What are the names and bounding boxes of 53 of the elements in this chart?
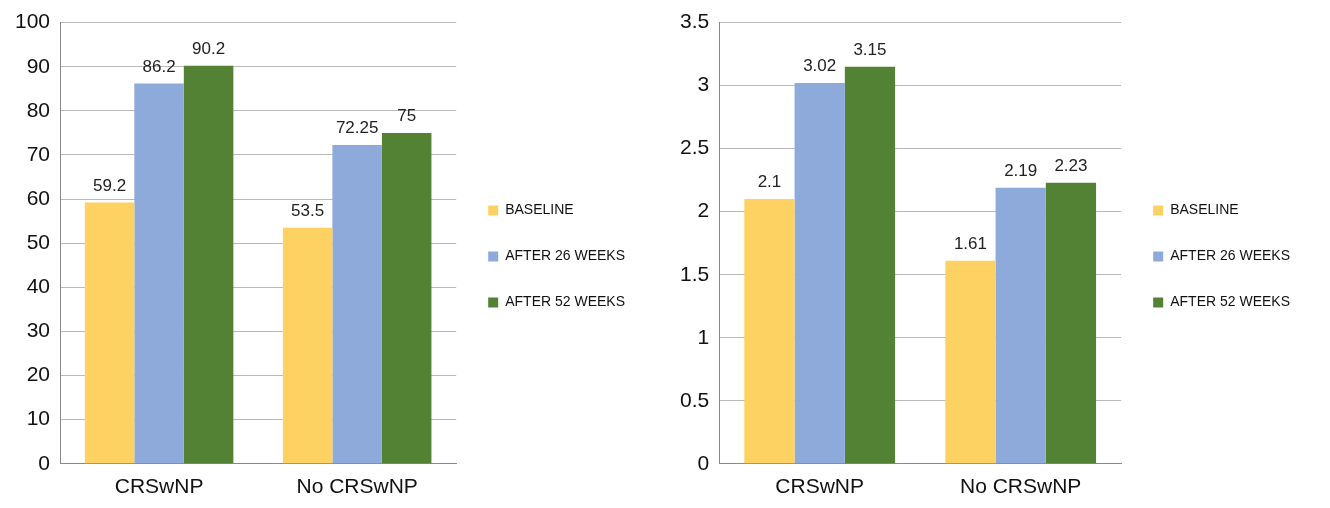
legend-label: AFTER 52 WEEKS [505, 293, 626, 310]
bar [183, 65, 234, 464]
x-tick-label: CRSwNP [114, 474, 204, 498]
legend-label: BASELINE [505, 201, 574, 218]
y-tick-label: 50 [26, 230, 51, 253]
y-tick-label: 100 [14, 9, 51, 33]
legend-label: AFTER 26 WEEKS [1170, 247, 1291, 264]
bar [282, 227, 333, 464]
x-tick-label: No CRSwNP [296, 474, 418, 498]
y-tick-label: 2 [697, 198, 710, 222]
y-tick-label: 80 [26, 97, 51, 121]
legend-label: AFTER 52 WEEKS [1170, 293, 1291, 310]
data-label: 2.23 [1054, 155, 1088, 175]
y-tick-label: 0.5 [679, 387, 710, 411]
bar [134, 83, 184, 464]
bar [844, 66, 896, 464]
y-tick-label: 0 [38, 450, 51, 474]
data-label: 53.5 [291, 200, 325, 220]
data-label: 90.2 [192, 39, 226, 59]
bar [744, 199, 795, 464]
x-tick-label: CRSwNP [775, 474, 865, 498]
y-tick-label: 30 [26, 318, 51, 342]
data-label: 3.02 [803, 56, 837, 76]
y-tick-label: 0 [697, 450, 710, 474]
data-label: 3.15 [853, 39, 887, 59]
y-tick-label: 1.5 [679, 261, 710, 285]
y-tick-label: 3 [697, 72, 710, 96]
data-label: 72.25 [335, 118, 379, 138]
y-tick-label: 90 [26, 53, 51, 77]
legend-label: AFTER 26 WEEKS [505, 247, 626, 264]
y-tick-label: 1 [697, 324, 710, 348]
legend-label: BASELINE [1170, 201, 1239, 218]
y-tick-label: 60 [26, 185, 51, 209]
bar [794, 83, 845, 464]
y-tick-label: 3.5 [679, 9, 710, 33]
data-label: 75 [397, 106, 417, 126]
data-label: 86.2 [142, 56, 176, 76]
bar [84, 202, 135, 464]
y-tick-label: 10 [26, 406, 51, 430]
y-tick-label: 20 [26, 362, 51, 386]
bar [995, 187, 1046, 464]
x-tick-label: No CRSwNP [960, 474, 1082, 498]
data-label: 2.1 [757, 172, 782, 192]
y-tick-label: 40 [26, 274, 51, 298]
bar [1045, 182, 1097, 464]
bar [381, 132, 432, 464]
bar [332, 145, 382, 464]
y-tick-label: 2.5 [679, 135, 710, 159]
data-label: 2.19 [1004, 160, 1038, 180]
y-tick-label: 70 [26, 141, 51, 165]
bar [945, 260, 996, 464]
data-label: 59.2 [93, 175, 127, 195]
data-label: 1.61 [953, 234, 987, 254]
